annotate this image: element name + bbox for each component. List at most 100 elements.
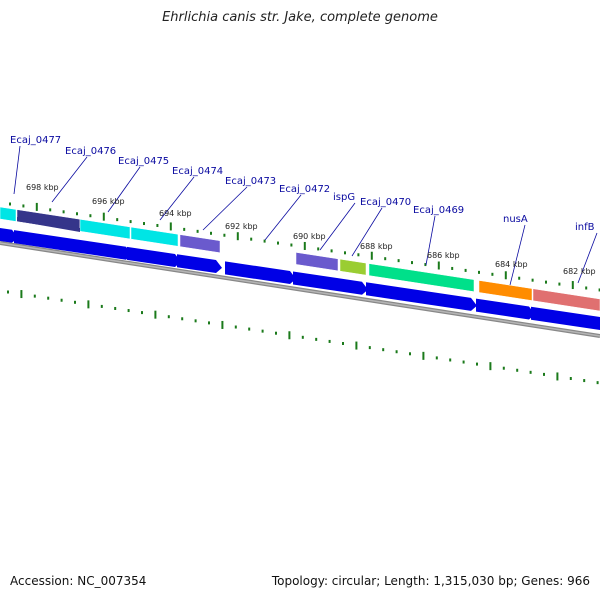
feature-band bbox=[79, 218, 131, 240]
gene-label: Ecaj_0474 bbox=[172, 166, 223, 177]
inner-tick bbox=[20, 290, 23, 299]
leader-line bbox=[107, 166, 141, 213]
gene-label: Ecaj_0472 bbox=[279, 184, 330, 195]
outer-tick bbox=[491, 272, 494, 276]
gene-label: Ecaj_0477 bbox=[10, 135, 61, 146]
inner-tick bbox=[154, 310, 157, 319]
inner-tick bbox=[435, 356, 438, 360]
inner-tick bbox=[502, 366, 505, 370]
outer-tick bbox=[9, 202, 11, 206]
inner-tick bbox=[409, 352, 411, 356]
gene-label: nusA bbox=[503, 214, 528, 225]
cds-arrow bbox=[78, 239, 132, 260]
leader-line bbox=[264, 194, 302, 241]
kbp-label: 686 kbp bbox=[427, 251, 460, 260]
outer-tick bbox=[49, 208, 52, 212]
outer-tick bbox=[585, 286, 588, 290]
outer-tick bbox=[76, 212, 78, 216]
genome-backbone bbox=[0, 241, 600, 338]
inner-tick bbox=[529, 370, 532, 374]
outer-tick bbox=[143, 222, 145, 226]
leader-line bbox=[13, 145, 21, 195]
cds-arrow bbox=[476, 298, 535, 320]
inner-tick bbox=[516, 368, 519, 372]
inner-tick bbox=[449, 358, 452, 362]
inner-tick bbox=[261, 329, 264, 333]
leader-line bbox=[202, 186, 248, 231]
outer-tick bbox=[89, 214, 92, 218]
inner-tick bbox=[114, 306, 117, 310]
inner-tick bbox=[74, 300, 76, 304]
inner-tick bbox=[221, 320, 224, 329]
outer-tick bbox=[290, 243, 293, 247]
outer-tick bbox=[330, 249, 333, 253]
inner-tick bbox=[248, 327, 251, 331]
inner-tick bbox=[208, 321, 210, 325]
inner-tick bbox=[181, 317, 184, 321]
feature-band bbox=[0, 206, 17, 222]
inner-tick bbox=[395, 350, 398, 354]
outer-tick bbox=[35, 202, 38, 211]
feature-band bbox=[478, 280, 533, 301]
leader-line bbox=[319, 202, 356, 251]
inner-tick bbox=[141, 311, 143, 315]
outer-tick bbox=[116, 218, 119, 222]
inner-tick bbox=[47, 296, 50, 300]
outer-tick bbox=[558, 282, 561, 286]
inner-tick bbox=[342, 341, 344, 345]
inner-tick bbox=[355, 341, 358, 350]
outer-tick bbox=[303, 241, 306, 250]
kbp-label: 682 kbp bbox=[563, 267, 596, 276]
inner-tick bbox=[167, 315, 170, 319]
inner-tick bbox=[328, 339, 331, 343]
outer-tick bbox=[263, 239, 266, 243]
outer-tick bbox=[504, 271, 507, 280]
kbp-label: 698 kbp bbox=[26, 183, 59, 192]
outer-tick bbox=[22, 204, 25, 208]
inner-tick bbox=[382, 348, 385, 352]
outer-tick bbox=[384, 257, 387, 261]
outer-tick bbox=[571, 281, 574, 290]
outer-tick bbox=[317, 247, 320, 251]
accession-label: Accession: NC_007354 bbox=[10, 574, 147, 588]
gene-label: ispG bbox=[333, 192, 355, 203]
inner-tick bbox=[275, 331, 277, 335]
inner-tick bbox=[583, 379, 586, 383]
backbone-highlight bbox=[0, 242, 600, 337]
inner-tick bbox=[7, 290, 9, 294]
inner-tick bbox=[100, 304, 103, 308]
outer-tick bbox=[598, 288, 600, 292]
outer-tick bbox=[196, 229, 199, 233]
inner-tick bbox=[569, 377, 572, 381]
cds-arrow bbox=[337, 277, 368, 295]
inner-tick bbox=[368, 346, 371, 350]
outer-tick bbox=[223, 233, 226, 237]
feature-band bbox=[532, 288, 600, 312]
outer-tick bbox=[437, 261, 440, 270]
outer-tick bbox=[464, 268, 467, 272]
cds-arrow bbox=[14, 230, 84, 253]
inner-tick bbox=[33, 294, 36, 298]
inner-tick bbox=[556, 372, 559, 381]
outer-tick bbox=[411, 261, 413, 265]
inner-tick bbox=[288, 331, 291, 340]
kbp-labels: 698 kbp 696 kbp 694 kbp 692 kbp 690 kbp 688 k… bbox=[26, 183, 596, 276]
outer-tick bbox=[129, 220, 132, 224]
kbp-label: 694 kbp bbox=[159, 209, 192, 218]
inner-tick bbox=[476, 362, 478, 366]
leader-line bbox=[425, 215, 436, 266]
inner-tick bbox=[234, 325, 237, 329]
outer-tick bbox=[169, 222, 172, 231]
inner-tick-ring bbox=[7, 290, 599, 385]
gene-label: Ecaj_0473 bbox=[225, 176, 276, 187]
kbp-label: 688 kbp bbox=[360, 242, 393, 251]
inner-tick bbox=[315, 337, 318, 341]
inner-tick bbox=[87, 300, 90, 309]
topology-label: Topology: circular; Length: 1,315,030 bp… bbox=[271, 574, 590, 588]
kbp-label: 684 kbp bbox=[495, 260, 528, 269]
outer-tick-ring bbox=[9, 202, 600, 292]
outer-tick bbox=[102, 212, 105, 221]
kbp-label: 696 kbp bbox=[92, 197, 125, 206]
feature-track bbox=[0, 206, 600, 312]
